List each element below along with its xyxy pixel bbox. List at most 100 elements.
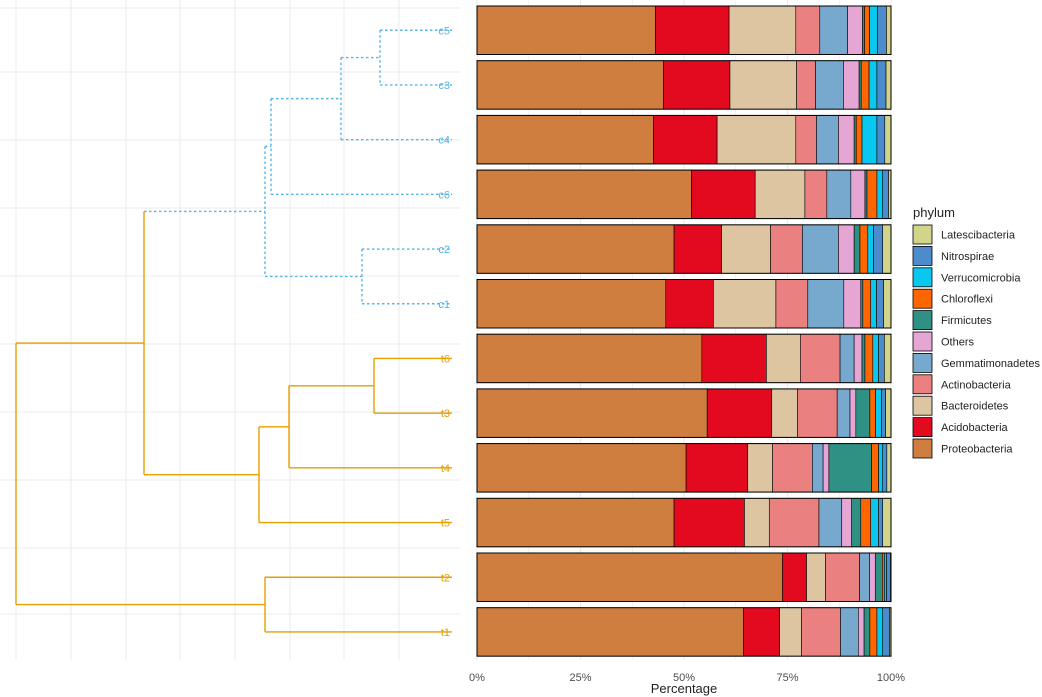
legend-swatch-acidobacteria (912, 417, 933, 438)
bar-segment-t1-others (857, 607, 865, 657)
bar-segment-t4-latescibacteria (886, 443, 892, 493)
bar-segment-c2-proteobacteria (476, 224, 675, 274)
bar-segment-t4-nitrospirae (882, 443, 888, 493)
legend-swatch-gemmatimonadetes (912, 352, 933, 373)
bar-segment-c2-verrucomicrobia (867, 224, 874, 274)
legend-label-nitrospirae: Nitrospirae (941, 251, 994, 263)
bar-segment-t3-firmicutes (855, 388, 871, 438)
bar-segment-c3-proteobacteria (476, 60, 664, 110)
bar-segment-t2-proteobacteria (476, 552, 783, 602)
bar-segment-t6-actinobacteria (800, 333, 841, 384)
bar-segment-c6-gemmatimonadetes (826, 169, 852, 219)
bar-segment-c2-others (838, 224, 855, 274)
bar-segment-t3-bacteroidetes (771, 388, 798, 438)
bar-outline-t3 (476, 388, 892, 438)
bar-segment-c3-chloroflexi (860, 60, 870, 110)
legend-swatch-latescibacteria (912, 224, 933, 245)
bar-outline-c2 (476, 224, 892, 274)
x-tick-label: 100% (877, 672, 905, 684)
leaf-label-c1: c1 (438, 299, 450, 311)
bar-segment-c3-nitrospirae (876, 60, 887, 110)
bar-segment-c2-gemmatimonadetes (802, 224, 839, 274)
bar-segment-c5-gemmatimonadetes (819, 5, 848, 55)
bar-outline-c5 (476, 5, 892, 55)
bar-outline-t2 (476, 552, 892, 602)
bar-segment-t6-latescibacteria (884, 333, 892, 384)
bar-segment-c4-bacteroidetes (716, 115, 797, 165)
bar-segment-c6-firmicutes (864, 169, 868, 219)
bar-segment-t4-chloroflexi (871, 443, 879, 493)
legend: phylum Latescibacteria Nitrospirae Verruco… (912, 205, 1041, 459)
leaf-label-c2: c2 (438, 244, 450, 256)
bar-segment-t2-nitrospirae (886, 552, 891, 602)
leaf-label-c4: c4 (438, 135, 450, 147)
bar-segment-c3-verrucomicrobia (868, 60, 878, 110)
legend-label-verrucomicrobia: Verrucomicrobia (941, 272, 1021, 284)
bar-segment-t3-proteobacteria (476, 388, 708, 438)
leaf-label-t5: t5 (441, 518, 450, 530)
legend-swatch-bacteroidetes (912, 395, 933, 416)
bar-segment-t4-proteobacteria (476, 443, 687, 493)
bar-segment-c4-acidobacteria (653, 115, 718, 165)
bar-segment-t2-acidobacteria (782, 552, 807, 602)
legend-swatch-nitrospirae (912, 245, 933, 266)
bar-segment-t4-acidobacteria (685, 443, 749, 493)
bar-segment-t3-actinobacteria (797, 388, 838, 438)
legend-swatch-chloroflexi (912, 288, 933, 309)
bar-segment-t6-gemmatimonadetes (839, 333, 855, 384)
legend-label-actinobacteria: Actinobacteria (941, 379, 1012, 391)
x-tick-label: 25% (569, 672, 591, 684)
bar-segment-c1-firmicutes (860, 279, 864, 329)
bar-segment-t2-actinobacteria (825, 552, 860, 602)
bar-segment-c3-latescibacteria (885, 60, 892, 110)
bar-segment-t5-firmicutes (851, 497, 862, 548)
bar-segment-c6-bacteroidetes (754, 169, 806, 219)
bar-segment-t2-gemmatimonadetes (859, 552, 870, 602)
bar-segment-t6-bacteroidetes (766, 333, 801, 384)
x-tick-label: 0% (469, 672, 485, 684)
legend-swatch-proteobacteria (912, 438, 933, 459)
bar-segment-t1-nitrospirae (882, 607, 891, 657)
leaf-label-t3: t3 (441, 408, 450, 420)
bar-segment-t3-verrucomicrobia (875, 388, 882, 438)
bar-segment-t1-actinobacteria (801, 607, 841, 657)
bar-segment-c6-chloroflexi (866, 169, 878, 219)
leaf-label-t2: t2 (441, 572, 450, 584)
bar-segment-c4-firmicutes (853, 115, 857, 165)
bar-segment-c1-chloroflexi (862, 279, 872, 329)
legend-title: phylum (913, 205, 955, 220)
leaf-label-t4: t4 (441, 463, 450, 475)
x-tick-label: 75% (776, 672, 798, 684)
legend-label-acidobacteria: Acidobacteria (941, 422, 1009, 434)
bar-segment-t1-gemmatimonadetes (840, 607, 859, 657)
legend-label-others: Others (941, 337, 975, 349)
bar-segment-t6-proteobacteria (476, 333, 703, 384)
bar-segment-c3-bacteroidetes (729, 60, 797, 110)
bar-segment-t3-latescibacteria (885, 388, 892, 438)
legend-swatch-actinobacteria (912, 374, 933, 395)
bar-segment-c1-others (843, 279, 862, 329)
bar-segment-c3-gemmatimonadetes (815, 60, 844, 110)
bar-segment-t6-firmicutes (861, 333, 866, 384)
bar-segment-t2-bacteroidetes (806, 552, 826, 602)
bar-segment-c1-bacteroidetes (713, 279, 777, 329)
x-axis-ticks: 0% 25% 50% 75% 100% (469, 672, 905, 684)
bar-outline-c4 (476, 114, 892, 165)
legend-label-chloroflexi: Chloroflexi (941, 294, 993, 306)
bar-outline-t1 (476, 607, 892, 657)
legend-label-firmicutes: Firmicutes (941, 315, 992, 327)
bar-segment-c4-actinobacteria (795, 115, 817, 165)
bar-segment-t5-verrucomicrobia (870, 497, 879, 548)
bar-segment-t6-acidobacteria (701, 333, 767, 384)
bar-segment-c4-latescibacteria (884, 115, 892, 165)
bar-segment-t5-latescibacteria (882, 497, 892, 548)
legend-label-latescibacteria: Latescibacteria (941, 230, 1016, 242)
dendrogram-leaf-labels: c5 c3 c4 c6 c2 c1 t6 t3 t4 t5 t2 t1 (438, 25, 450, 639)
bar-outline-c1 (476, 279, 892, 329)
bar-segment-t5-gemmatimonadetes (818, 497, 843, 548)
bar-segment-t6-verrucomicrobia (872, 333, 879, 384)
bar-segment-c4-proteobacteria (476, 115, 654, 165)
legend-swatch-firmicutes (912, 310, 933, 331)
bar-segment-t4-bacteroidetes (747, 443, 773, 493)
stacked-bars (476, 5, 892, 657)
